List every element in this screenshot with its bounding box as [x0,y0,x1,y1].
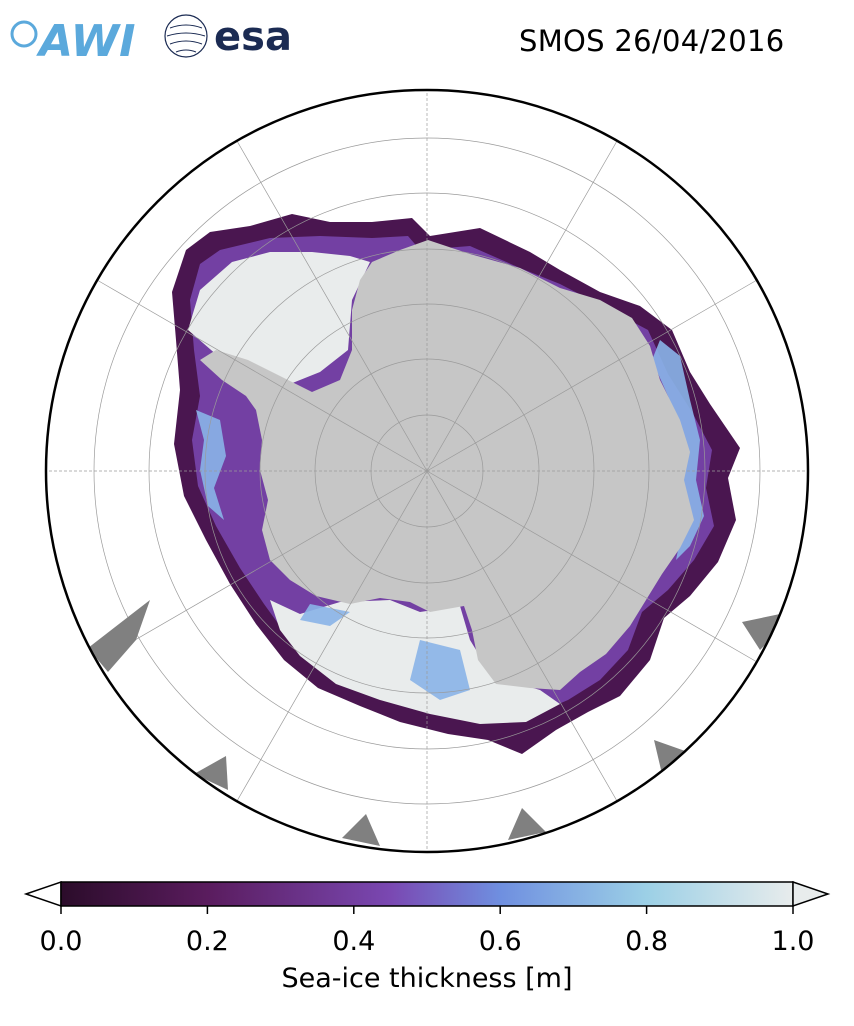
antarctica-land [200,240,694,690]
graticule [46,90,808,852]
colorbar-tick-label: 0.2 [186,926,229,957]
logos: AWI esa [10,14,292,62]
colorbar-ticks: 0.0 0.2 0.4 0.6 0.8 1.0 [40,906,815,957]
colorbar-tick-label: 0.4 [332,926,375,957]
colorbar-tick-label: 0.0 [40,926,83,957]
colorbar-tick-label: 1.0 [772,926,815,957]
awi-logo: AWI [10,16,136,62]
sea-ice-blue-patches [196,340,704,700]
colorbar: 0.0 0.2 0.4 0.6 0.8 1.0 [23,880,831,957]
esa-logo: esa [164,14,292,60]
map-boundary [44,88,810,854]
sea-ice-thick [188,252,370,384]
colorbar-label: Sea-ice thickness [m] [281,963,573,994]
colorbar-extend-min [23,880,62,908]
data-mask [88,600,780,846]
colorbar-tick-label: 0.8 [625,926,668,957]
colorbar-extend-max [792,880,831,908]
colorbar-gradient [60,881,794,907]
esa-logo-text: esa [214,14,292,60]
polar-map [44,88,810,854]
colorbar-tick-label: 0.6 [479,926,522,957]
awi-logo-text: AWI [36,16,136,62]
map-title: SMOS 26/04/2016 [519,24,785,58]
